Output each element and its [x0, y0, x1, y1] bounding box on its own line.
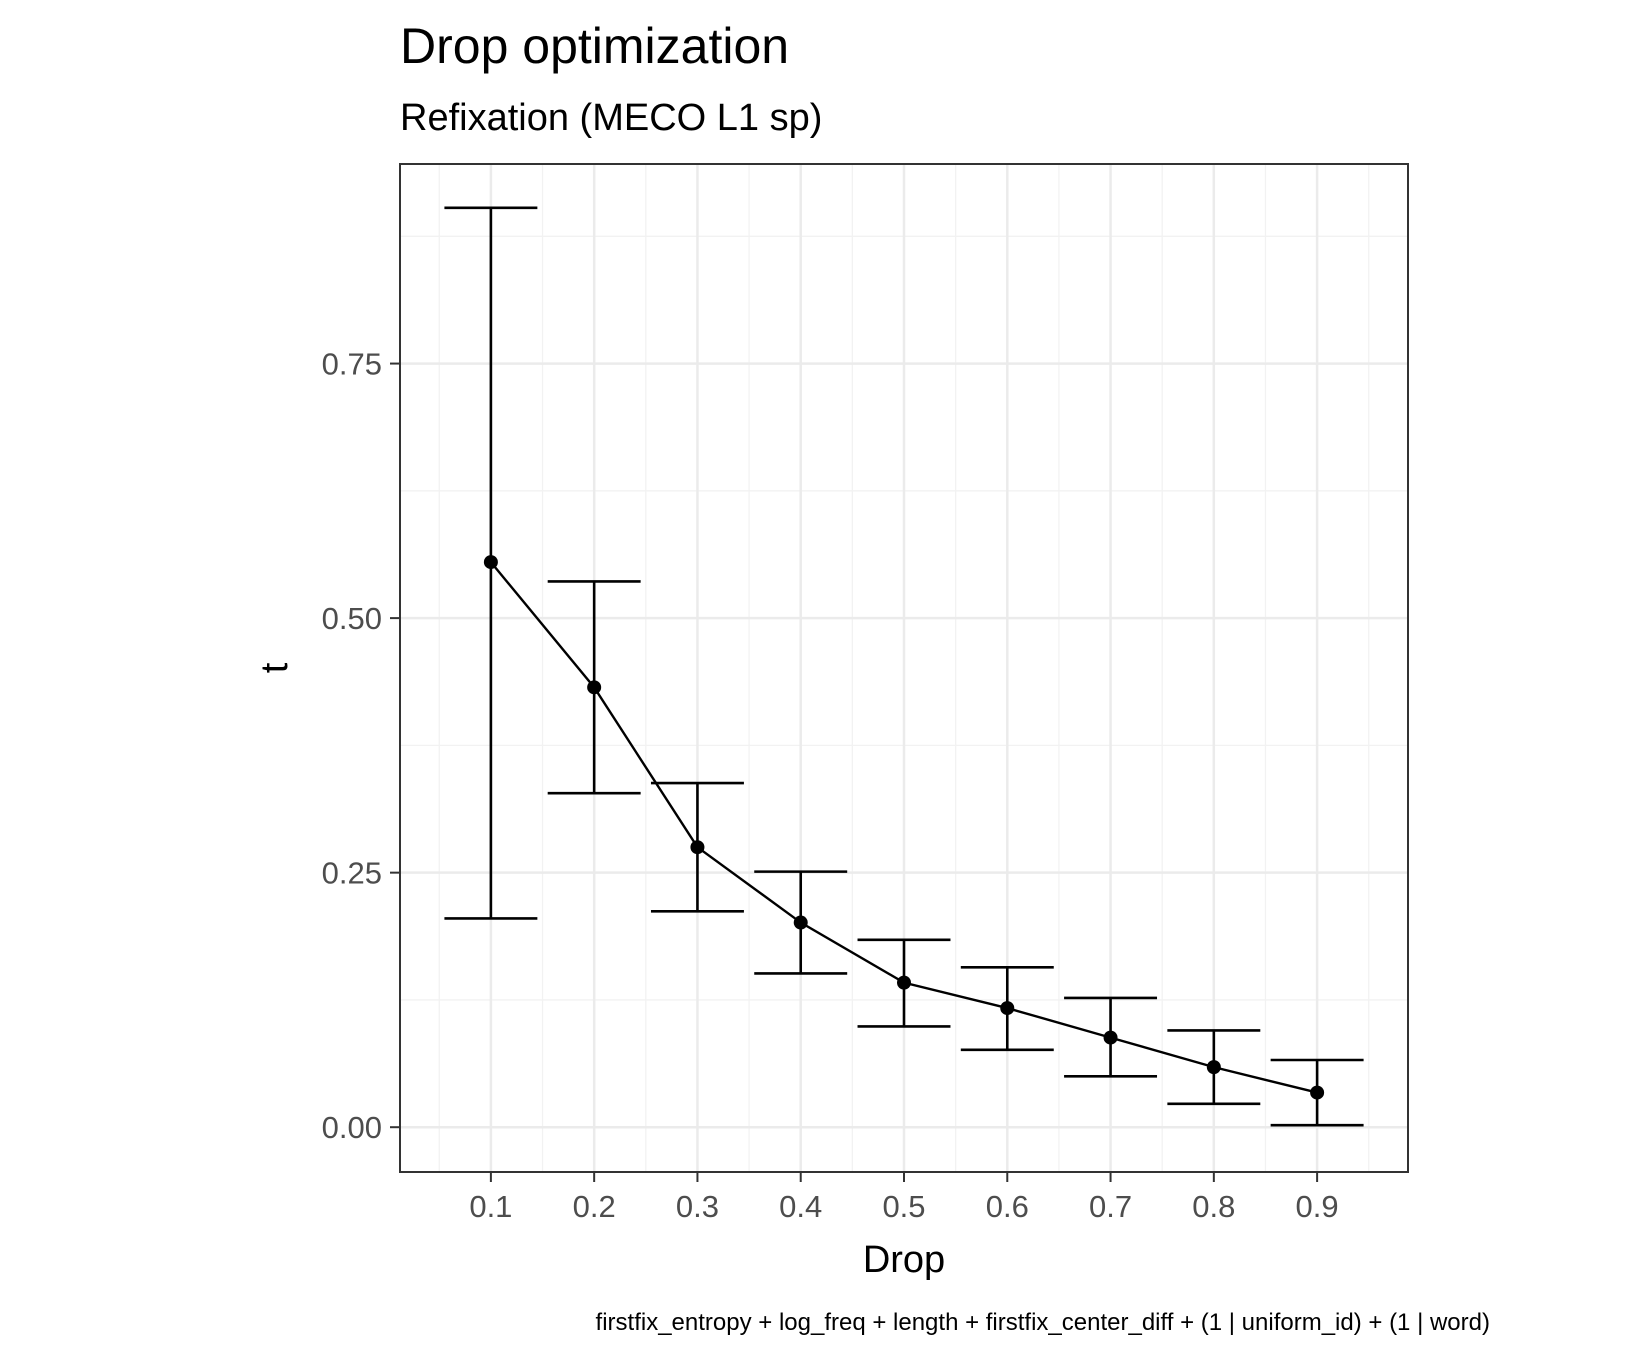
- data-point: [1310, 1085, 1325, 1100]
- x-tick-label: 0.8: [1192, 1189, 1235, 1224]
- data-point: [690, 840, 705, 855]
- data-point: [1206, 1060, 1221, 1075]
- chart-subtitle: Refixation (MECO L1 sp): [400, 97, 822, 139]
- x-tick-label: 0.6: [986, 1189, 1029, 1224]
- chart-title: Drop optimization: [400, 18, 789, 74]
- x-tick-label: 0.4: [779, 1189, 822, 1224]
- data-points: [483, 555, 1325, 1100]
- y-axis-title: t: [254, 662, 296, 673]
- y-tick-label: 0.75: [322, 347, 382, 382]
- y-tick-label: 0.50: [322, 601, 382, 636]
- y-tick-label: 0.00: [322, 1110, 382, 1145]
- data-point: [1000, 1001, 1015, 1016]
- x-tick-label: 0.5: [882, 1189, 925, 1224]
- model-formula-caption: firstfix_entropy + log_freq + length + f…: [596, 1309, 1490, 1336]
- x-tick-label: 0.9: [1296, 1189, 1339, 1224]
- error-bars: [444, 206, 1364, 1127]
- data-point: [587, 680, 602, 695]
- y-axis: 0.00 0.25 0.50 0.75: [322, 347, 400, 1145]
- major-gridlines: [400, 164, 1408, 1172]
- data-point: [897, 975, 911, 990]
- x-axis-title: Drop: [863, 1239, 945, 1281]
- y-tick-label: 0.25: [322, 856, 382, 891]
- data-point: [1103, 1030, 1118, 1045]
- data-point: [793, 915, 808, 930]
- x-axis: 0.1 0.2 0.3 0.4 0.5 0.6 0.7 0.8 0.9: [469, 1172, 1339, 1224]
- x-tick-label: 0.7: [1089, 1189, 1132, 1224]
- x-tick-label: 0.1: [469, 1189, 512, 1224]
- data-point: [483, 555, 498, 570]
- x-tick-label: 0.3: [676, 1189, 719, 1224]
- x-tick-label: 0.2: [573, 1189, 616, 1224]
